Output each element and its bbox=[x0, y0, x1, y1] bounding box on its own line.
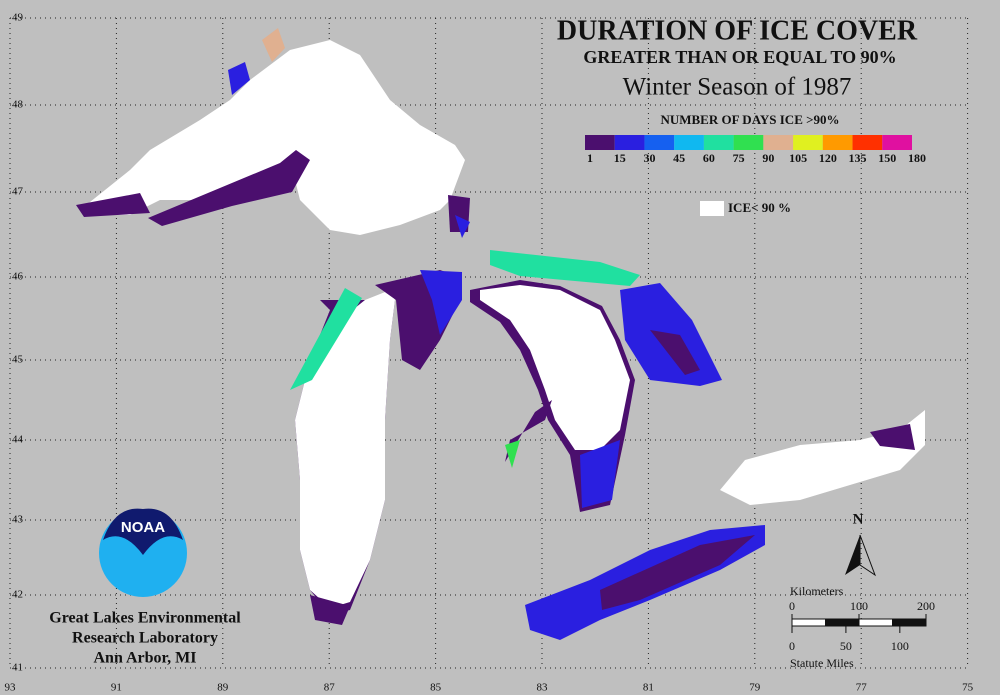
longitude-label: 79 bbox=[749, 682, 761, 694]
legend-swatch bbox=[763, 135, 794, 150]
lake-area bbox=[480, 285, 630, 450]
latitude-label: 44 bbox=[12, 434, 24, 446]
lake-area bbox=[295, 290, 395, 608]
north-label: N bbox=[853, 511, 864, 527]
legend-swatch bbox=[644, 135, 675, 150]
legend-tick-label: 60 bbox=[703, 151, 715, 165]
latitude-label: 41 bbox=[12, 662, 23, 674]
latitude-label: 46 bbox=[12, 271, 24, 283]
latitude-label: 49 bbox=[12, 12, 24, 24]
legend-swatch bbox=[852, 135, 883, 150]
legend-swatch bbox=[793, 135, 823, 150]
longitude-label: 93 bbox=[5, 682, 17, 694]
lake-area bbox=[455, 215, 470, 238]
credit-line: Research Laboratory bbox=[72, 630, 218, 647]
longitude-label: 81 bbox=[643, 682, 654, 694]
legend-tick-label: 180 bbox=[908, 151, 926, 165]
latitude-label: 45 bbox=[12, 354, 24, 366]
longitude-label: 87 bbox=[324, 682, 336, 694]
latitude-label: 48 bbox=[12, 99, 24, 111]
latitude-label: 42 bbox=[12, 589, 23, 601]
lake-area bbox=[310, 595, 350, 625]
latitude-label: 43 bbox=[12, 514, 24, 526]
scale-bar: 0 100 200 0 50 100 bbox=[789, 599, 935, 653]
legend-tick-label: 15 bbox=[614, 151, 626, 165]
lake-area bbox=[420, 270, 462, 335]
legend-tick-label: 90 bbox=[762, 151, 774, 165]
title: DURATION OF ICE COVER bbox=[557, 15, 918, 46]
scale-segment bbox=[892, 618, 927, 627]
legend-swatch bbox=[882, 135, 912, 150]
legend-tick-label: 105 bbox=[789, 151, 807, 165]
scale-segment bbox=[825, 618, 860, 627]
km-tick-label: 200 bbox=[917, 599, 935, 613]
logo-text: NOAA bbox=[121, 519, 165, 536]
longitude-label: 75 bbox=[962, 682, 974, 694]
legend-swatch bbox=[703, 135, 734, 150]
lake-area bbox=[262, 28, 285, 62]
legend-swatch bbox=[614, 135, 645, 150]
longitude-label: 85 bbox=[430, 682, 442, 694]
scale-segment bbox=[858, 618, 893, 627]
lake-area bbox=[505, 400, 552, 462]
logo-bird bbox=[103, 508, 183, 555]
legend-tick-label: 30 bbox=[643, 151, 655, 165]
lake-area bbox=[505, 440, 520, 468]
km-tick-label: 0 bbox=[789, 599, 795, 613]
legend-swatch bbox=[822, 135, 853, 150]
scale-segment bbox=[791, 618, 826, 627]
north-arrow: N bbox=[845, 511, 877, 577]
lake-area bbox=[580, 440, 620, 508]
mi-tick-label: 50 bbox=[840, 639, 852, 653]
lake-area bbox=[600, 535, 755, 610]
legend-tick-label: 120 bbox=[819, 151, 837, 165]
lake-area bbox=[228, 62, 250, 95]
legend-tick-label: 75 bbox=[733, 151, 745, 165]
lake-area bbox=[290, 288, 362, 390]
credit-line: Ann Arbor, MI bbox=[94, 650, 197, 667]
lake-area bbox=[148, 150, 310, 226]
logo: NOAA bbox=[99, 508, 187, 597]
arrow-right bbox=[859, 534, 877, 577]
legend-tick-label: 1 bbox=[587, 151, 593, 165]
latitude-label: 47 bbox=[12, 186, 24, 198]
legend-tick-label: 135 bbox=[849, 151, 867, 165]
longitude-label: 91 bbox=[111, 682, 122, 694]
lake-area bbox=[76, 193, 150, 217]
mi-tick-label: 100 bbox=[891, 639, 909, 653]
mi-tick-label: 0 bbox=[789, 639, 795, 653]
legend-tick-label: 150 bbox=[878, 151, 896, 165]
longitude-label: 89 bbox=[217, 682, 229, 694]
lake-area bbox=[720, 410, 925, 505]
longitude-label: 77 bbox=[856, 682, 868, 694]
lake-area bbox=[650, 330, 700, 375]
km-tick-label: 100 bbox=[850, 599, 868, 613]
ice-below-swatch bbox=[700, 201, 724, 216]
legend-title: NUMBER OF DAYS ICE >90% bbox=[660, 112, 839, 127]
ice-below-label: ICE< 90 % bbox=[728, 200, 791, 215]
longitude-label: 83 bbox=[537, 682, 549, 694]
credit-line: Great Lakes Environmental bbox=[49, 610, 241, 627]
mi-label: Statute Miles bbox=[790, 656, 854, 670]
legend: 1 15 30 45 60 75 90 105 120 135 150 180 bbox=[585, 135, 926, 165]
legend-swatch bbox=[674, 135, 704, 150]
legend-swatch bbox=[733, 135, 764, 150]
lake-area bbox=[870, 424, 915, 450]
arrow-left bbox=[845, 535, 860, 575]
season: Winter Season of 1987 bbox=[623, 74, 852, 101]
lake-area bbox=[80, 40, 465, 235]
legend-swatch bbox=[585, 135, 615, 150]
lake-area bbox=[490, 250, 640, 286]
km-label: Kilometers bbox=[790, 584, 844, 598]
legend-tick-label: 45 bbox=[673, 151, 685, 165]
lakes bbox=[76, 28, 925, 640]
subtitle: GREATER THAN OR EQUAL TO 90% bbox=[583, 47, 896, 67]
